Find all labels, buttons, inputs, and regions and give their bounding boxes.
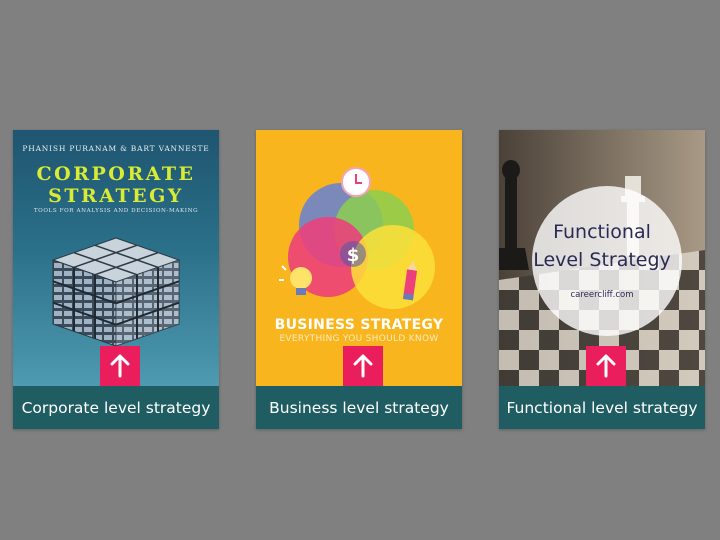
arrow-up-icon — [353, 354, 373, 378]
cover-title: Functional Level Strategy — [499, 218, 705, 274]
cover-url: careercliff.com — [570, 290, 634, 300]
cover-title-line1: CORPORATE — [36, 163, 196, 185]
cover-title: CORPORATE STRATEGY — [13, 163, 219, 207]
arrow-up-icon — [596, 354, 616, 378]
card-caption[interactable]: Corporate level strategy — [13, 386, 219, 429]
functional-strategy-card[interactable]: Functional Level Strategy careercliff.co… — [499, 130, 705, 429]
building-cube-icon — [51, 237, 181, 347]
functional-strategy-cover: Functional Level Strategy careercliff.co… — [499, 130, 705, 386]
cover-authors: PHANISH PURANAM & BART VANNESTE — [22, 144, 210, 153]
title-circle-overlay — [532, 186, 682, 336]
corporate-strategy-card[interactable]: PHANISH PURANAM & BART VANNESTE CORPORAT… — [13, 130, 219, 429]
expand-arrow-button[interactable] — [343, 346, 383, 386]
cover-subtitle: EVERYTHING YOU SHOULD KNOW — [279, 334, 439, 344]
card-caption[interactable]: Business level strategy — [256, 386, 462, 429]
corporate-strategy-cover: PHANISH PURANAM & BART VANNESTE CORPORAT… — [13, 130, 219, 386]
venn-illustration-icon: $ — [279, 167, 435, 309]
expand-arrow-button[interactable] — [586, 346, 626, 386]
arrow-up-icon — [110, 354, 130, 378]
cover-title: BUSINESS STRATEGY — [274, 317, 444, 333]
cover-subtitle: TOOLS FOR ANALYSIS AND DECISION-MAKING — [33, 208, 199, 214]
svg-text:$: $ — [347, 245, 360, 266]
business-strategy-cover: $ BUSINESS STRATEGY EVERYTHING YOU SHOUL… — [256, 130, 462, 386]
cover-title-line2: STRATEGY — [48, 185, 184, 207]
card-caption[interactable]: Functional level strategy — [499, 386, 705, 429]
cover-title-line1: Functional — [553, 221, 651, 243]
expand-arrow-button[interactable] — [100, 346, 140, 386]
business-strategy-card[interactable]: $ BUSINESS STRATEGY EVERYTHING YOU SHOUL… — [256, 130, 462, 429]
cover-title-line2: Level Strategy — [533, 249, 671, 271]
